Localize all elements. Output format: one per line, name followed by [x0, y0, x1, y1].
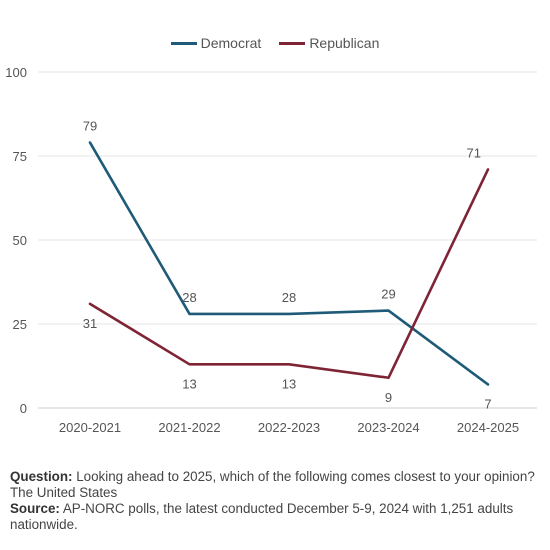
source-text: AP-NORC polls, the latest conducted Dece… — [10, 501, 514, 532]
chart-legend: Democrat Republican — [0, 33, 550, 53]
legend-item-republican: Republican — [279, 33, 379, 53]
data-label-republican: 9 — [385, 390, 392, 405]
data-label-republican: 71 — [467, 145, 481, 160]
y-tick-label: 75 — [13, 149, 27, 164]
series-line-republican — [88, 168, 490, 380]
x-tick-label: 2020-2021 — [59, 420, 121, 435]
legend-item-democrat: Democrat — [170, 33, 262, 53]
chart-footnote: Question: Looking ahead to 2025, which o… — [10, 469, 540, 533]
y-tick-label: 0 — [20, 401, 27, 416]
x-tick-label: 2023-2024 — [357, 420, 419, 435]
x-tick-label: 2021-2022 — [158, 420, 220, 435]
source-note: Source: AP-NORC polls, the latest conduc… — [10, 501, 540, 533]
data-label-democrat: 28 — [182, 290, 196, 305]
x-tick-label: 2022-2023 — [258, 420, 320, 435]
data-label-republican: 13 — [282, 376, 296, 391]
series-line-democrat — [88, 141, 490, 386]
legend-swatch-democrat — [170, 41, 197, 45]
legend-label-democrat: Democrat — [200, 35, 262, 51]
data-label-republican: 31 — [83, 316, 97, 331]
data-label-democrat: 7 — [484, 396, 491, 411]
legend-swatch-republican — [279, 41, 306, 45]
y-tick-label: 50 — [13, 233, 27, 248]
source-label: Source: — [10, 501, 60, 516]
question-text: Looking ahead to 2025, which of the foll… — [10, 469, 535, 500]
data-label-democrat: 79 — [83, 119, 97, 134]
legend-label-republican: Republican — [309, 35, 380, 51]
data-label-democrat: 28 — [282, 290, 296, 305]
y-tick-label: 100 — [5, 65, 27, 80]
data-label-democrat: 29 — [381, 287, 395, 302]
data-label-republican: 13 — [182, 376, 196, 391]
y-tick-label: 25 — [13, 317, 27, 332]
x-tick-label: 2024-2025 — [457, 420, 519, 435]
question-note: Question: Looking ahead to 2025, which o… — [10, 469, 540, 501]
line-chart: 0 25 50 75 100 2020-2021 2021-2022 2022-2023 202… — [5, 65, 537, 435]
question-label: Question: — [10, 469, 73, 484]
